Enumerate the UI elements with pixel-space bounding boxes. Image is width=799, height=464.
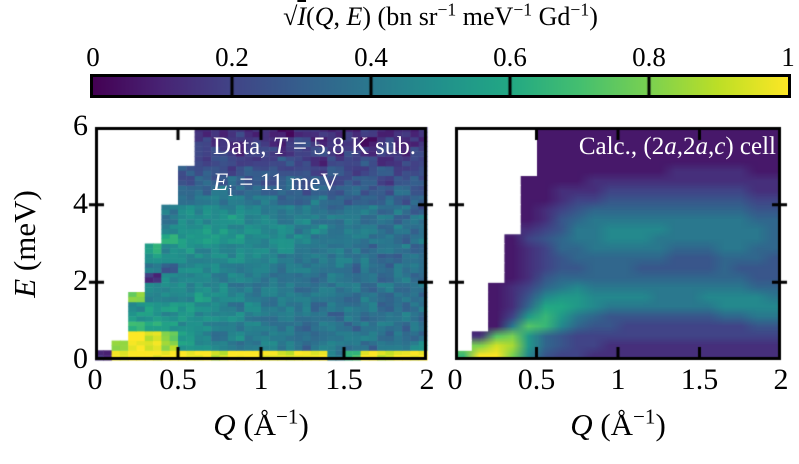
x-tick-label: 0.5 [517, 363, 556, 396]
text-run: ) [298, 407, 309, 442]
colorbar-tick-label: 0.6 [493, 42, 527, 72]
data-panel-annotation: Data, T = 5.8 K sub. Ei = 11 meV [213, 129, 416, 201]
text-run: meV [456, 2, 514, 31]
text-run: , [707, 133, 715, 160]
text-run: ) cell [725, 133, 776, 160]
text-run: T [272, 133, 287, 160]
x-tick-label: 0 [447, 363, 463, 396]
y-tick-label: 6 [73, 109, 88, 142]
text-run: (Å [235, 407, 277, 442]
colorbar-tick-label: 1 [781, 42, 795, 72]
text-run: −1 [437, 0, 457, 20]
calc-panel-annotation: Calc., (2a,2a,c) cell [579, 129, 776, 165]
text-run: = 11 meV [233, 169, 339, 196]
text-run: Data, [213, 133, 273, 160]
x-axis-label-right: Q (Å−1) [488, 404, 748, 443]
colorbar-tick-label: 0.2 [215, 42, 249, 72]
x-tick-label: 2 [419, 363, 435, 396]
colorbar-title: √I(Q, E) (bn sr−1 meV−1 Gd−1) [93, 0, 788, 32]
text-run: −1 [513, 0, 533, 20]
text-run: −1 [276, 404, 299, 429]
y-tick-label: 4 [73, 186, 88, 220]
data-panel-annotation-line2: Ei = 11 meV [213, 165, 416, 201]
text-run: −1 [570, 0, 590, 20]
x-tick-label: 1.5 [680, 363, 719, 396]
text-run: −1 [633, 404, 656, 429]
text-run: i [228, 181, 234, 200]
text-run: Calc., (2 [578, 133, 665, 160]
text-run: Q [213, 407, 236, 442]
y-tick-label: 2 [73, 264, 88, 298]
colorbar-tick-label: 0 [86, 42, 100, 72]
y-tick-label: 0 [73, 342, 88, 375]
calc-heatmap-panel [443, 123, 793, 368]
text-run: c [714, 133, 726, 160]
text-run: a [664, 133, 677, 160]
text-run: ,2 [676, 133, 696, 160]
text-run: a [695, 133, 708, 160]
text-run: ( [306, 2, 315, 31]
text-run: (Å [592, 407, 634, 442]
text-run: ) (bn sr [362, 2, 438, 31]
text-run: (meV) [7, 190, 42, 279]
colorbar-tick-label: 0.4 [354, 42, 388, 72]
text-run: Gd [532, 2, 571, 31]
text-run: E [213, 169, 229, 196]
text-run: ) [655, 407, 666, 442]
text-run: Q [314, 2, 334, 31]
text-run: I [297, 2, 307, 31]
colorbar-tick-label: 0.8 [632, 42, 666, 72]
calc-panel-annotation-line1: Calc., (2a,2a,c) cell [579, 129, 776, 165]
text-run: = 5.8 K sub. [286, 133, 416, 160]
x-tick-label: 1 [253, 363, 269, 396]
x-tick-label: 0.5 [159, 363, 197, 396]
x-tick-label: 0 [87, 363, 103, 396]
x-tick-label: 1.5 [325, 363, 363, 396]
text-run: E [7, 278, 42, 298]
x-axis-label-left: Q (Å−1) [131, 404, 391, 443]
x-tick-label: 2 [773, 363, 789, 396]
text-run: , [333, 2, 347, 31]
text-run: √ [283, 2, 298, 31]
data-panel-annotation-line1: Data, T = 5.8 K sub. [213, 129, 416, 165]
colorbar [90, 74, 791, 98]
y-axis-label: E (meV) [7, 144, 42, 344]
text-run: E [346, 2, 363, 31]
data-heatmap-panel [83, 123, 439, 368]
text-run: ) [589, 2, 598, 31]
x-tick-label: 1 [610, 363, 626, 396]
text-run: Q [570, 407, 593, 442]
